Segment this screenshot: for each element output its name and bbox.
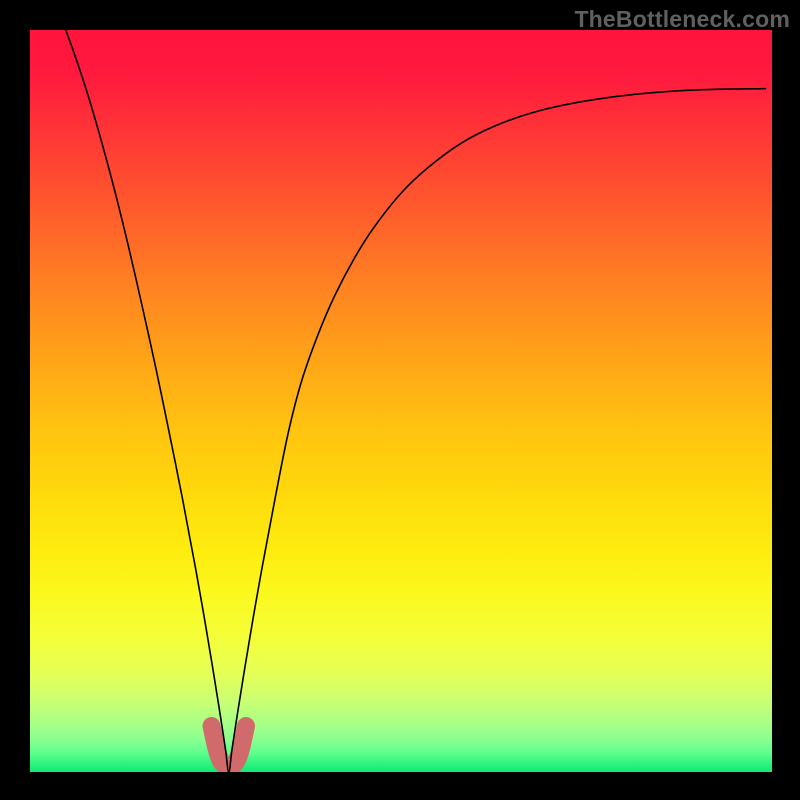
bottleneck-chart-image: TheBottleneck.com xyxy=(0,0,800,800)
watermark-text: TheBottleneck.com xyxy=(574,6,790,33)
chart-background xyxy=(30,30,772,772)
chart-svg xyxy=(30,30,772,772)
plot-area xyxy=(30,30,772,772)
